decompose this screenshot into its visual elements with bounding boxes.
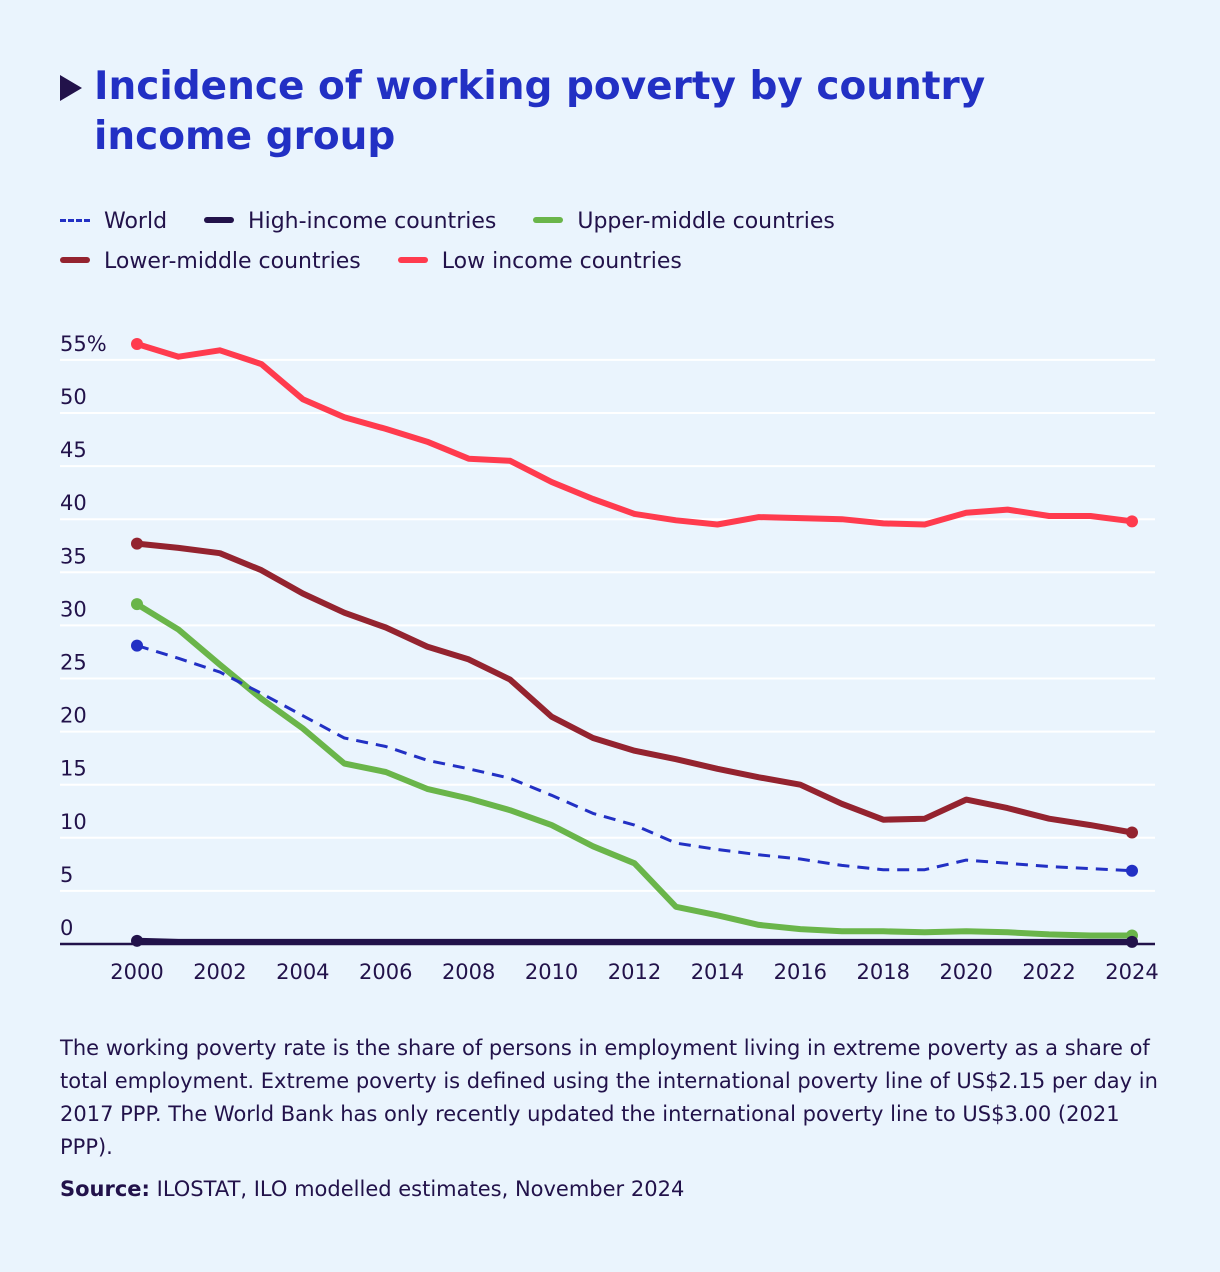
x-tick-label-2018: 2018 [857, 960, 910, 984]
legend-item-low-income: Low income countries [397, 242, 682, 282]
x-tick-label-2008: 2008 [442, 960, 495, 984]
series-line-world [136, 644, 1133, 873]
x-tick-label-2004: 2004 [276, 960, 329, 984]
legend-swatch-low-income [397, 257, 428, 263]
x-tick-label-2012: 2012 [608, 960, 661, 984]
series-end-point-low-income-countries [1126, 515, 1138, 528]
series-start-point-high-income-countries [131, 934, 143, 947]
legend-swatch-world [60, 218, 90, 222]
series-start-point-lower-middle-countries [131, 537, 143, 550]
series-end-point-high-income-countries [1126, 935, 1138, 948]
series-line-low-income-countries [134, 341, 1135, 528]
y-tick-label-25: 25 [60, 651, 87, 675]
chart-title: Incidence of working poverty by country … [94, 64, 986, 159]
chart-note: The working poverty rate is the share of… [60, 1036, 1158, 1159]
x-tick-label-2024: 2024 [1105, 960, 1158, 984]
legend-item-upper-middle: Upper-middle countries [533, 202, 835, 242]
legend-item-high-income: High-income countries [204, 202, 496, 242]
line-chart: 0 5 10 15 20 25 30 35 40 45 50 55% 2000 2002 2004 2006 2… [60, 332, 1159, 984]
chart-source: Source: ILOSTAT, ILO modelled estimates,… [60, 1177, 684, 1201]
x-tick-label-2006: 2006 [359, 960, 412, 984]
triangle-right-icon [60, 75, 82, 101]
chart-legend: World High-income countries Upper-middle… [60, 202, 1160, 282]
x-tick-label-2014: 2014 [691, 960, 744, 984]
y-tick-label-45: 45 [60, 438, 87, 462]
legend-swatch-lower-middle [60, 257, 90, 263]
x-tick-label-2022: 2022 [1022, 960, 1075, 984]
series-line-upper-middle-countries [134, 601, 1135, 939]
series-end-point-lower-middle-countries [1126, 826, 1138, 839]
legend-item-world: World [60, 202, 167, 242]
legend-label-world: World [104, 209, 168, 234]
legend-label-upper-middle: Upper-middle countries [577, 209, 835, 234]
x-tick-label-2016: 2016 [774, 960, 827, 984]
legend-label-low-income: Low income countries [441, 249, 682, 274]
series-line-high-income-countries [134, 937, 1135, 945]
series-start-point-low-income-countries [131, 337, 143, 350]
source-text: ILOSTAT, ILO modelled estimates, Novembe… [149, 1177, 685, 1201]
legend-item-lower-middle: Lower-middle countries [60, 242, 361, 282]
y-tick-label-20: 20 [60, 704, 87, 728]
series-end-point-world [1126, 864, 1138, 877]
x-tick-label-2020: 2020 [939, 960, 992, 984]
y-tick-label-55: 55% [60, 332, 107, 356]
y-tick-label-15: 15 [60, 757, 87, 781]
y-tick-label-10: 10 [60, 810, 87, 834]
title-block: Incidence of working poverty by country … [60, 62, 1140, 162]
y-tick-label-30: 30 [60, 597, 87, 621]
series-start-point-world [131, 639, 143, 652]
y-tick-label-40: 40 [60, 491, 87, 515]
legend-label-lower-middle: Lower-middle countries [104, 249, 361, 274]
y-tick-label-50: 50 [60, 385, 87, 409]
y-tick-label-0: 0 [60, 916, 73, 940]
x-tick-label-2000: 2000 [110, 960, 163, 984]
series-start-point-upper-middle-countries [131, 598, 143, 611]
y-tick-label-35: 35 [60, 544, 87, 568]
x-tick-label-2010: 2010 [525, 960, 578, 984]
source-label: Source: [60, 1177, 150, 1201]
legend-label-high-income: High-income countries [248, 209, 497, 234]
x-tick-label-2002: 2002 [193, 960, 246, 984]
legend-swatch-high-income [204, 217, 235, 223]
y-tick-label-5: 5 [60, 863, 73, 887]
series-line-lower-middle-countries [134, 540, 1135, 836]
legend-swatch-upper-middle [533, 217, 564, 223]
